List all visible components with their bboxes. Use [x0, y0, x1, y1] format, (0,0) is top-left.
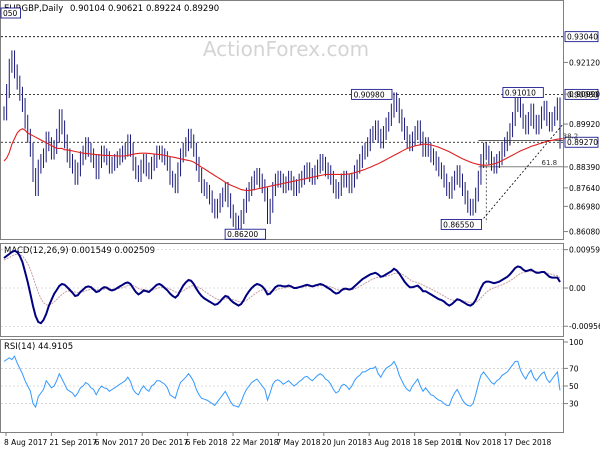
rsi-tick-label: 50	[569, 382, 579, 391]
annotation-box	[502, 87, 544, 98]
annotation-label: 0.86550	[443, 220, 474, 229]
fib-label: 61.8	[542, 159, 558, 167]
macd-series	[3, 249, 561, 325]
rsi-tick-label: 100	[569, 338, 584, 347]
rsi-grid	[1, 368, 563, 404]
price-panel-header: EURGBP,Daily 0.90104 0.90621 0.89224 0.8…	[4, 4, 219, 14]
macd-axis: 0.009593 0.00 -0.009562	[564, 246, 600, 331]
rsi-axis: 100 70 50 30	[564, 338, 584, 409]
ohlc-high: 0.90621	[108, 4, 143, 14]
price-tick-label: 0.89920	[569, 120, 600, 129]
price-tick-label: 0.92120	[569, 58, 600, 67]
x-tick-label: 22 Mar 2018	[231, 438, 279, 447]
ohlc-close: 0.89290	[184, 4, 219, 14]
rsi-tick-label: 70	[569, 364, 579, 373]
price-tick-label: 0.87640	[569, 184, 600, 193]
macd-signal-line	[3, 253, 561, 306]
price-level-label: 0.89270	[567, 138, 598, 147]
ohlc-low: 0.89224	[146, 4, 181, 14]
annotation-box	[351, 88, 393, 100]
annotation-box	[0, 7, 22, 19]
annotation-box	[224, 228, 266, 240]
ohlc-open: 0.90104	[70, 4, 105, 14]
price-panel-frame	[0, 0, 564, 240]
macd-tick-label: 0.00	[569, 284, 586, 293]
annotation-label: 0.90980	[354, 90, 385, 99]
price-tick-label: 0.90990	[569, 90, 600, 99]
price-level-label: 0.90980	[567, 90, 598, 99]
watermark: ActionForex.com	[203, 37, 369, 61]
fib-label: 38.2	[563, 132, 579, 140]
x-tick-label: 6 Feb 2018	[186, 438, 228, 447]
price-levels: 0.93040 0.90980 0.89270	[1, 31, 599, 148]
annotation-label: 0.91010	[505, 89, 536, 98]
rsi-tick-label: 30	[569, 400, 579, 409]
price-series	[3, 50, 563, 233]
price-level-box	[564, 31, 599, 43]
price-tick-label: 0.86980	[569, 202, 600, 211]
x-tick-label: 20 Jun 2018	[322, 438, 367, 447]
annotation-box	[440, 218, 482, 230]
x-tick-label: 18 Sep 2018	[413, 438, 461, 447]
x-tick-label: 8 Aug 2017	[4, 438, 47, 447]
rsi-title: RSI(14) 44.9105	[4, 342, 73, 352]
x-tick-label: 6 Nov 2017	[95, 438, 138, 447]
x-tick-label: 1 Nov 2018	[458, 438, 501, 447]
x-tick-label: 3 Aug 2018	[367, 438, 410, 447]
price-tick-label: 0.86080	[569, 228, 600, 237]
price-axis: 0.92120 0.90990 0.89920 0.88390 0.87640 0.869…	[564, 58, 600, 237]
price-annotations: 0.90980 0.91010 0.86200 0.86550 61.8 38.2 050	[0, 7, 579, 240]
x-tick-label: 21 Sep 2017	[49, 438, 97, 447]
macd-line	[3, 249, 561, 325]
macd-tick-label: 0.009593	[569, 246, 600, 255]
x-tick-label: 20 Dec 2017	[140, 438, 188, 447]
macd-title: MACD(12,26,9) 0.001549 0.002509	[4, 246, 155, 256]
price-tick-label: 0.88390	[569, 163, 600, 172]
annotation-label: 050	[3, 9, 18, 18]
sma-line	[3, 128, 563, 191]
x-tick-label: 17 Dec 2018	[503, 438, 551, 447]
rsi-series	[3, 355, 561, 409]
annotation-label: 0.86200	[227, 230, 258, 239]
x-tick-label: 7 May 2018	[276, 438, 320, 447]
price-level-label: 0.93040	[567, 33, 598, 42]
macd-tick-label: -0.009562	[569, 322, 600, 331]
price-title: EURGBP,Daily	[4, 4, 63, 14]
rsi-line	[3, 355, 561, 409]
trendline-segment	[483, 124, 563, 219]
price-level-box	[564, 136, 599, 148]
